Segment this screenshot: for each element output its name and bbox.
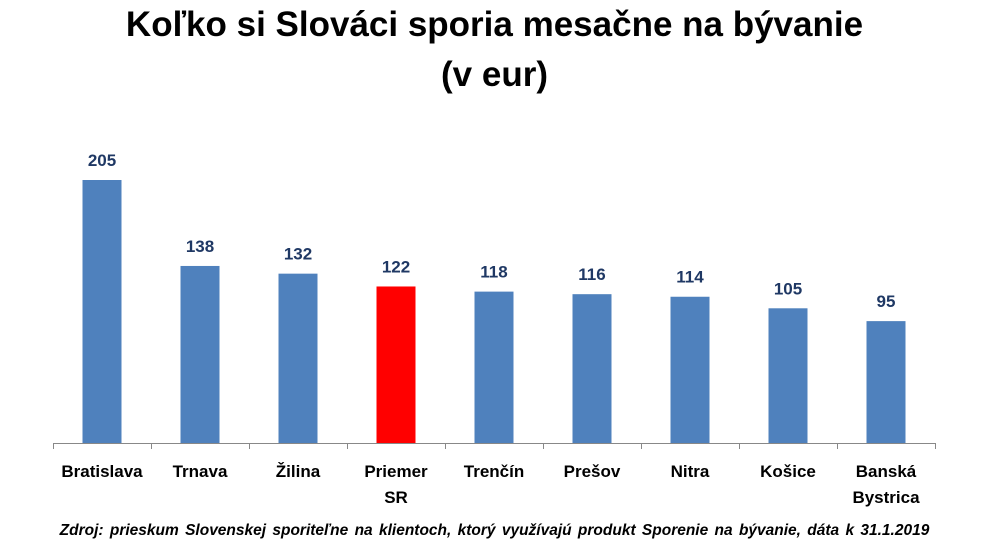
bar-košice: [768, 308, 808, 443]
data-label: 114: [676, 268, 704, 287]
data-label: 122: [382, 257, 410, 276]
category-label: Priemer: [364, 462, 428, 481]
data-label: 118: [480, 263, 507, 282]
category-label: Banská: [856, 462, 917, 481]
category-label: Nitra: [671, 462, 710, 481]
category-label: Trnava: [173, 462, 228, 481]
chart-title-line-2: (v eur): [441, 55, 548, 94]
data-label: 205: [88, 151, 116, 170]
data-label: 95: [877, 292, 896, 311]
category-label: Bratislava: [61, 462, 143, 481]
bar-banská-bystrica: [866, 321, 906, 443]
data-label: 138: [186, 237, 214, 256]
bar-bratislava: [82, 180, 122, 443]
category-label: Prešov: [564, 462, 621, 481]
bar-trenčín: [474, 291, 514, 443]
chart-title-line-1: Koľko si Slováci sporia mesačne na bývan…: [125, 5, 864, 44]
category-label: Bystrica: [852, 488, 920, 507]
category-label: SR: [384, 488, 408, 507]
bar-nitra: [670, 296, 710, 443]
bar-žilina: [278, 273, 318, 443]
category-label: Trenčín: [464, 462, 524, 481]
bar-trnava: [180, 265, 220, 443]
source-note: Zdroj: prieskum Slovenskej sporiteľne na…: [59, 522, 930, 539]
data-label: 116: [578, 265, 605, 284]
plot-area: 205 Bratislava 138 Trnava 132 Žilina 122 Prieme…: [53, 151, 936, 507]
data-label: 132: [284, 245, 312, 264]
data-label: 105: [774, 279, 802, 298]
category-label: Košice: [760, 462, 816, 481]
bar-priemer-sr: [376, 286, 416, 443]
category-label: Žilina: [276, 462, 321, 481]
bar-prešov: [572, 294, 612, 443]
